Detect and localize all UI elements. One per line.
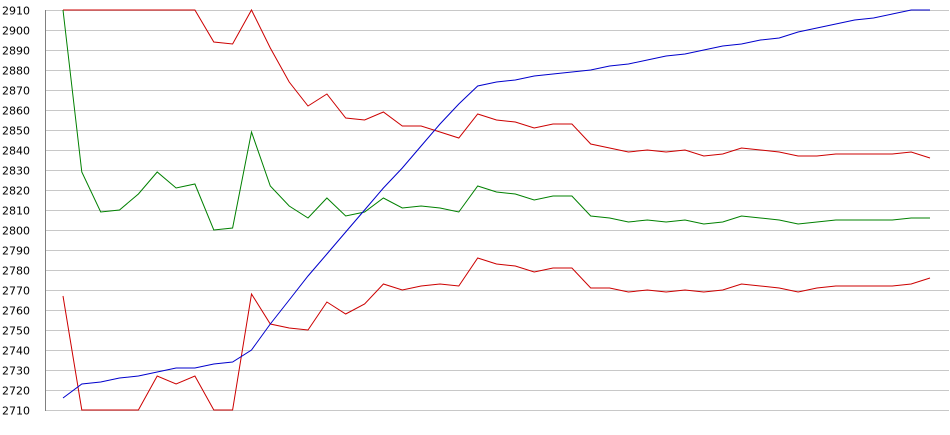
y-tick-label: 2750 bbox=[2, 325, 30, 338]
y-tick-label: 2790 bbox=[2, 245, 30, 258]
y-tick-label: 2780 bbox=[2, 265, 30, 278]
series-line-1 bbox=[63, 8, 931, 159]
y-tick-label: 2820 bbox=[2, 185, 30, 198]
y-axis-tick-labels: 2710 2720 2730 2740 2750 2760 2770 2780 2790 2800… bbox=[2, 5, 30, 418]
y-tick-label: 2890 bbox=[2, 45, 30, 58]
y-tick-label: 2910 bbox=[2, 5, 30, 18]
y-tick-label: 2730 bbox=[2, 365, 30, 378]
y-tick-label: 2800 bbox=[2, 225, 30, 238]
y-tick-label: 2830 bbox=[2, 165, 30, 178]
y-tick-label: 2710 bbox=[2, 405, 30, 418]
y-tick-label: 2840 bbox=[2, 145, 30, 158]
y-tick-label: 2880 bbox=[2, 65, 30, 78]
y-tick-label: 2860 bbox=[2, 105, 30, 118]
y-tick-label: 2870 bbox=[2, 85, 30, 98]
series-line-2 bbox=[62, 9, 930, 231]
y-tick-label: 2740 bbox=[2, 345, 30, 358]
y-tick-label: 2720 bbox=[2, 385, 30, 398]
series-line-4 bbox=[62, 9, 930, 399]
y-tick-label: 2770 bbox=[2, 285, 30, 298]
series-lines bbox=[62, 8, 931, 411]
y-tick-label: 2760 bbox=[2, 305, 30, 318]
y-tick-label: 2850 bbox=[2, 125, 30, 138]
gridlines bbox=[46, 10, 949, 411]
y-tick-label: 2900 bbox=[2, 25, 30, 38]
y-tick-label: 2810 bbox=[2, 205, 30, 218]
series-line-3 bbox=[62, 257, 931, 411]
